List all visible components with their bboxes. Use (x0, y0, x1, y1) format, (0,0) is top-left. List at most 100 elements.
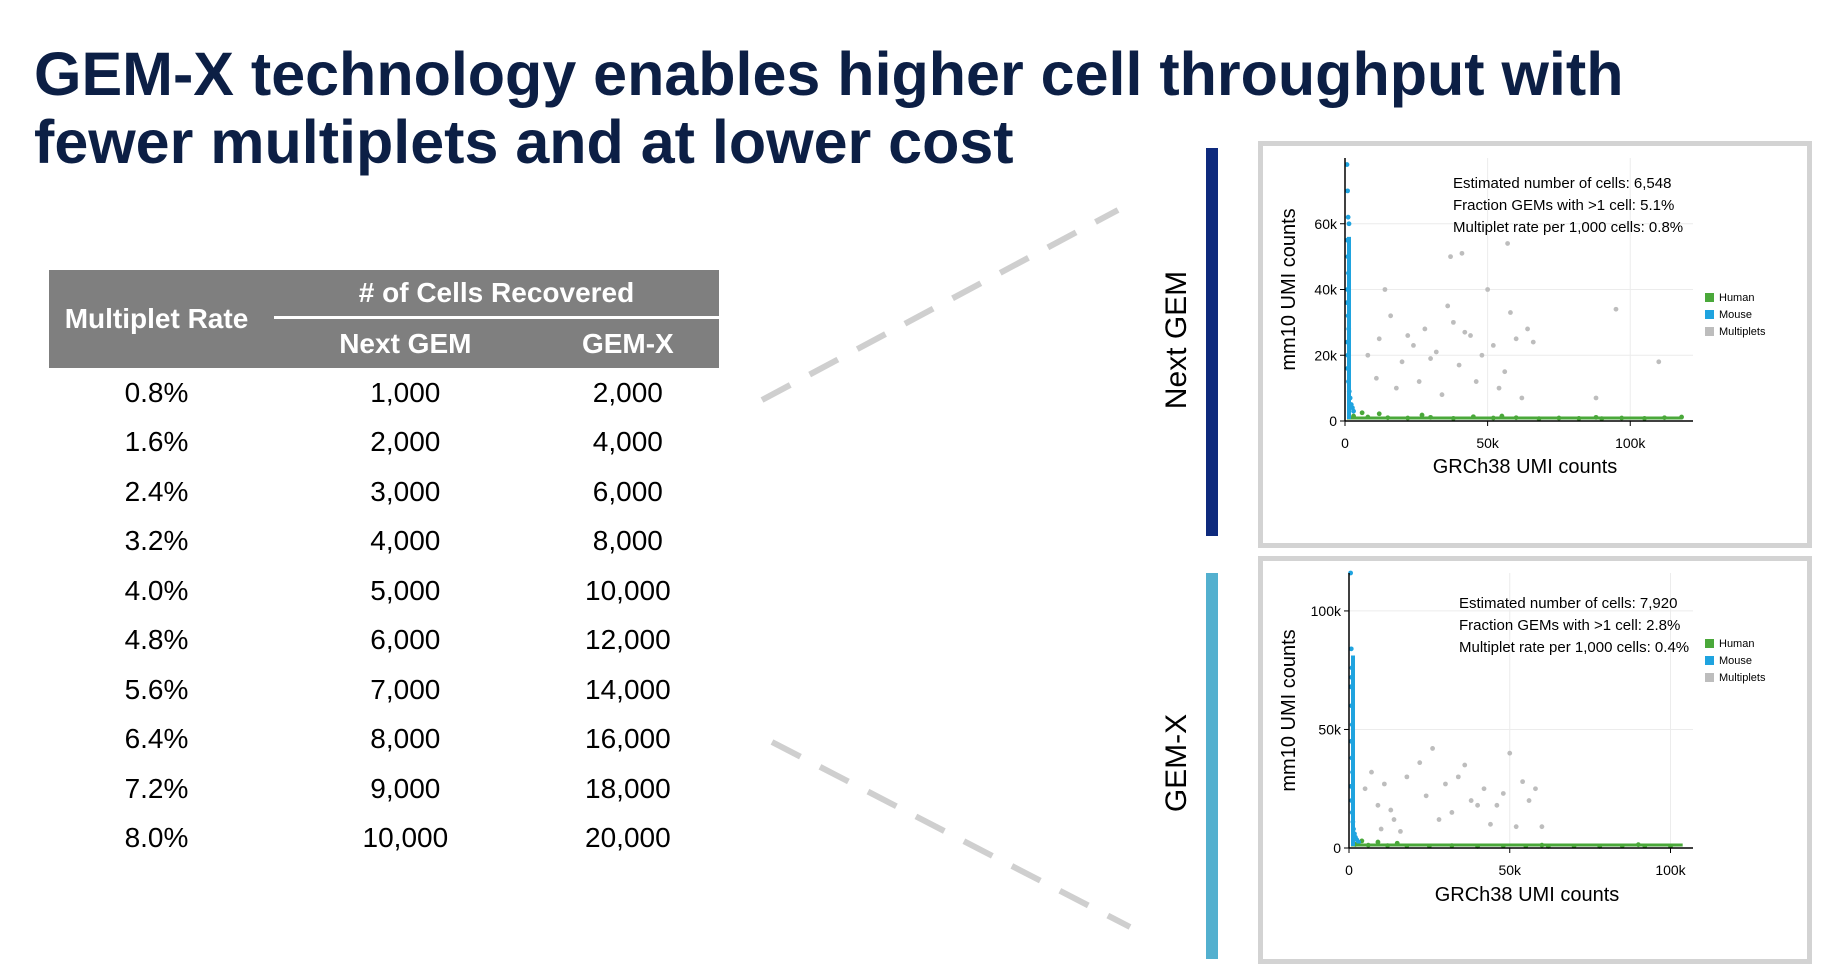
next-gem-cells-cell: 3,000 (370, 475, 441, 507)
multiplet-rate-cell: 3.2% (124, 525, 189, 557)
multiplets-point (1455, 774, 1461, 780)
multiplets-point (1520, 779, 1526, 785)
stats-annotation: Multiplet rate per 1,000 cells: 0.8% (1453, 219, 1683, 236)
human-point (1359, 410, 1365, 416)
header-multiplet-rate: Multiplet Rate (49, 270, 264, 368)
table-row: 2.4% 3,000 6,000 (49, 467, 719, 517)
gem-x-cells-cell: 4,000 (592, 426, 663, 458)
multiplets-point (1507, 750, 1513, 756)
connector-line-top (760, 207, 1120, 403)
mouse-point (1351, 408, 1356, 414)
gem-x-cells-cell: 16,000 (585, 723, 671, 755)
x-tick-label: 50k (1498, 862, 1522, 878)
multiplets-point (1485, 287, 1491, 292)
gem-x-cells-cell: 20,000 (585, 822, 671, 854)
mouse-point (1345, 214, 1351, 220)
multiplets-point (1502, 369, 1508, 375)
multiplets-point (1450, 319, 1456, 325)
multiplets-point (1391, 817, 1397, 822)
y-tick-label: 0 (1329, 413, 1337, 429)
human-point (1419, 412, 1425, 418)
header-spacer (264, 270, 274, 368)
multiplets-point (1443, 781, 1448, 787)
slide-title-line-2: fewer multiplets and at lower cost (34, 108, 1014, 176)
legend-swatch-multiplets (1705, 327, 1714, 336)
multiplets-point (1533, 786, 1538, 792)
multiplets-point (1475, 802, 1480, 808)
gem-x-cells-cell: 10,000 (585, 574, 671, 606)
mouse-point (1346, 221, 1352, 227)
multiplets-point (1422, 326, 1428, 332)
slide-title-line-1: GEM-X technology enables higher cell thr… (34, 40, 1624, 108)
table-row: 4.8% 6,000 12,000 (49, 616, 719, 666)
next-gem-cells-cell: 4,000 (370, 525, 441, 557)
mouse-point (1345, 188, 1350, 194)
multiplets-point (1508, 310, 1513, 315)
multiplet-rate-table: Multiplet Rate # of Cells Recovered Next… (49, 270, 719, 863)
multiplets-point (1388, 313, 1394, 319)
next-gem-cells-cell: 10,000 (362, 822, 449, 854)
table-row: 0.8% 1,000 2,000 (49, 368, 719, 418)
multiplets-point (1473, 379, 1479, 384)
table-row: 5.6% 7,000 14,000 (49, 665, 719, 715)
legend-label-mouse: Mouse (1719, 309, 1752, 321)
gem-x-cells-cell: 6,000 (592, 475, 663, 507)
legend-swatch-human (1705, 639, 1714, 648)
next-gem-cells-cell: 7,000 (370, 673, 441, 705)
multiplets-point (1430, 746, 1435, 751)
connector-line-bottom (770, 739, 1132, 930)
multiplets-point (1456, 362, 1462, 368)
legend-label-human: Human (1719, 292, 1754, 304)
multiplets-point (1362, 786, 1368, 792)
stats-annotation: Fraction GEMs with >1 cell: 5.1% (1453, 197, 1674, 214)
next-gem-cells-cell: 9,000 (370, 772, 441, 804)
gem-x-chart-panel: 0 50k 100k 0 50k 100k GRCh38 UMI counts mm10 UM… (1258, 556, 1812, 964)
multiplets-point (1375, 802, 1381, 808)
multiplets-point (1539, 824, 1545, 830)
multiplets-point (1479, 352, 1485, 358)
legend-swatch-mouse (1705, 656, 1714, 665)
multiplets-point (1459, 250, 1465, 256)
multiplets-point (1656, 359, 1662, 365)
table-row: 8.0% 10,000 20,000 (49, 814, 719, 864)
multiplets-point (1500, 791, 1506, 796)
multiplets-point (1388, 807, 1394, 813)
legend-swatch-multiplets (1705, 673, 1714, 682)
multiplets-point (1436, 817, 1442, 822)
multiplet-rate-cell: 8.0% (124, 822, 189, 854)
mouse-point (1348, 646, 1354, 652)
multiplets-point (1613, 306, 1619, 312)
multiplets-point (1513, 336, 1519, 342)
multiplets-point (1405, 333, 1411, 338)
legend-swatch-human (1705, 293, 1714, 302)
x-axis-label: GRCh38 UMI counts (1433, 456, 1618, 478)
next-gem-bar (1206, 148, 1218, 536)
multiplet-rate-cell: 1.6% (124, 426, 189, 458)
multiplet-rate-cell: 4.0% (124, 574, 189, 606)
multiplet-rate-cell: 4.8% (124, 624, 189, 656)
multiplets-point (1404, 774, 1410, 780)
multiplets-point (1448, 254, 1453, 260)
x-tick-label: 0 (1341, 435, 1349, 451)
multiplets-point (1423, 793, 1429, 799)
multiplets-point (1382, 287, 1388, 292)
multiplets-point (1411, 342, 1416, 348)
multiplets-point (1490, 342, 1496, 348)
header-gem-x: GEM-X (536, 317, 719, 368)
multiplets-point (1439, 392, 1445, 398)
multiplets-point (1462, 329, 1468, 335)
next-gem-scatter-chart: 0 20k 40k 60k 0 50k 100k GRCh38 UMI counts mm10 … (1278, 158, 1766, 478)
next-gem-cells-cell: 6,000 (370, 624, 441, 656)
table-row: 3.2% 4,000 8,000 (49, 517, 719, 567)
x-tick-label: 0 (1345, 862, 1353, 878)
multiplets-point (1468, 798, 1474, 803)
next-gem-cells-cell: 2,000 (370, 426, 441, 458)
y-tick-label: 20k (1314, 347, 1338, 363)
multiplets-point (1428, 356, 1433, 361)
multiplets-point (1468, 333, 1473, 338)
gem-x-cells-cell: 8,000 (592, 525, 663, 557)
multiplets-point (1513, 824, 1519, 830)
multiplets-point (1530, 339, 1536, 345)
multiplets-point (1462, 762, 1468, 768)
